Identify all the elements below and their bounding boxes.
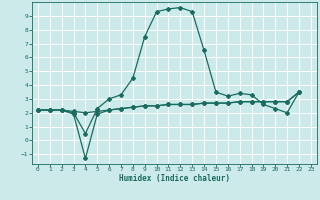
X-axis label: Humidex (Indice chaleur): Humidex (Indice chaleur) xyxy=(119,174,230,183)
